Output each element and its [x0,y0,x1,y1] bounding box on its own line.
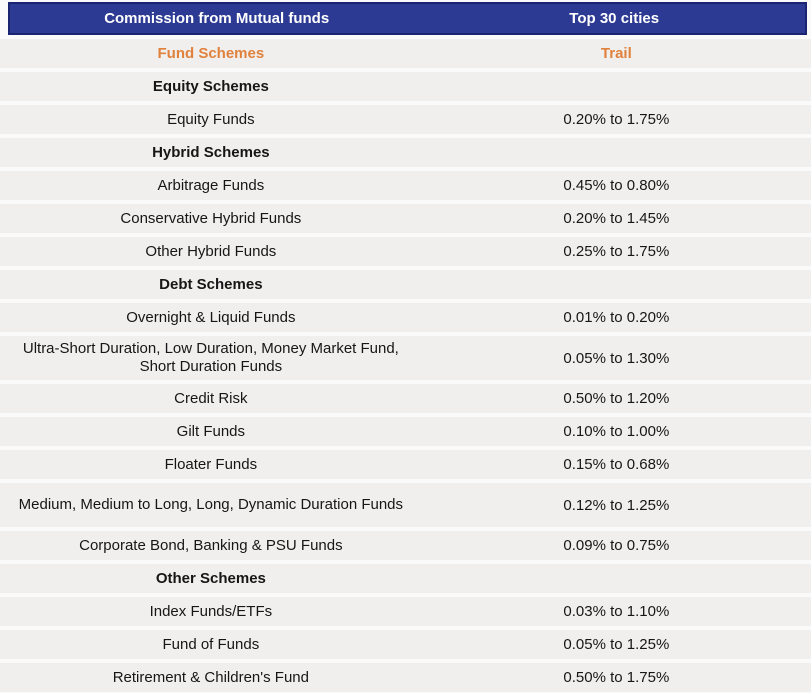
trail-cell: 0.03% to 1.10% [563,603,670,620]
trail-cell: 0.25% to 1.75% [563,243,670,260]
trail-cell: 0.10% to 1.00% [563,423,670,440]
region-label: Top 30 cities [569,10,660,27]
scheme-cell: Arbitrage Funds [157,176,265,194]
scheme-cell: Floater Funds [164,455,258,473]
scheme-cell: Fund of Funds [162,635,260,653]
scheme-cell: Debt Schemes [159,275,263,293]
table-row: Arbitrage Funds 0.45% to 0.80% [0,171,811,200]
table-row: Conservative Hybrid Funds 0.20% to 1.45% [0,204,811,233]
section-row: Equity Schemes [0,72,811,101]
trail-cell: 0.20% to 1.75% [563,111,670,128]
trail-cell: 0.20% to 1.45% [563,210,670,227]
table-row: Medium, Medium to Long, Long, Dynamic Du… [0,483,811,527]
trail-cell: 0.15% to 0.68% [563,456,670,473]
table-body: Equity Schemes Equity Funds 0.20% to 1.75%… [0,72,811,692]
column-header-trail: Trail [600,45,632,62]
table-row: Overnight & Liquid Funds 0.01% to 0.20% [0,303,811,332]
trail-cell [422,138,811,167]
scheme-cell: Equity Funds [167,110,255,128]
table-row: Floater Funds 0.15% to 0.68% [0,450,811,479]
section-row: Hybrid Schemes [0,138,811,167]
table-row: Corporate Bond, Banking & PSU Funds 0.09%… [0,531,811,560]
trail-cell: 0.50% to 1.20% [563,390,670,407]
table-row: Gilt Funds 0.10% to 1.00% [0,417,811,446]
scheme-cell: Overnight & Liquid Funds [126,308,296,326]
trail-cell [422,564,811,593]
trail-cell: 0.09% to 0.75% [563,537,670,554]
scheme-cell: Gilt Funds [176,422,246,440]
scheme-cell: Corporate Bond, Banking & PSU Funds [79,536,343,554]
trail-cell: 0.50% to 1.75% [563,669,670,686]
trail-cell: 0.05% to 1.25% [563,636,670,653]
scheme-cell: Credit Risk [174,389,248,407]
scheme-cell: Equity Schemes [152,77,269,95]
trail-cell: 0.05% to 1.30% [563,349,670,367]
column-header-row: Fund Schemes Trail [0,39,811,68]
trail-cell: 0.01% to 0.20% [563,309,670,326]
scheme-cell: Hybrid Schemes [152,143,270,161]
scheme-cell: Index Funds/ETFs [149,602,273,620]
table-row: Fund of Funds 0.05% to 1.25% [0,630,811,659]
table-row: Other Hybrid Funds 0.25% to 1.75% [0,237,811,266]
table-title: Commission from Mutual funds [104,10,330,27]
table-row: Ultra-Short Duration, Low Duration, Mone… [0,336,811,380]
table-row: Credit Risk 0.50% to 1.20% [0,384,811,413]
scheme-cell: Conservative Hybrid Funds [120,209,302,227]
scheme-cell: Ultra-Short Duration, Low Duration, Mone… [22,340,399,375]
table-row: Equity Funds 0.20% to 1.75% [0,105,811,134]
table-row: Retirement & Children's Fund 0.50% to 1.7… [0,663,811,692]
scheme-cell: Other Hybrid Funds [145,242,277,260]
section-row: Debt Schemes [0,270,811,299]
scheme-cell: Retirement & Children's Fund [112,668,309,686]
section-row: Other Schemes [0,564,811,593]
trail-cell: 0.45% to 0.80% [563,177,670,194]
trail-cell: 0.12% to 1.25% [563,496,670,514]
trail-cell [422,270,811,299]
scheme-cell: Medium, Medium to Long, Long, Dynamic Du… [18,496,404,513]
scheme-cell: Other Schemes [155,569,266,587]
column-header-fund-schemes: Fund Schemes [157,45,265,62]
trail-cell [422,72,811,101]
table-row: Index Funds/ETFs 0.03% to 1.10% [0,597,811,626]
table-title-bar: Commission from Mutual funds Top 30 citi… [8,2,807,35]
